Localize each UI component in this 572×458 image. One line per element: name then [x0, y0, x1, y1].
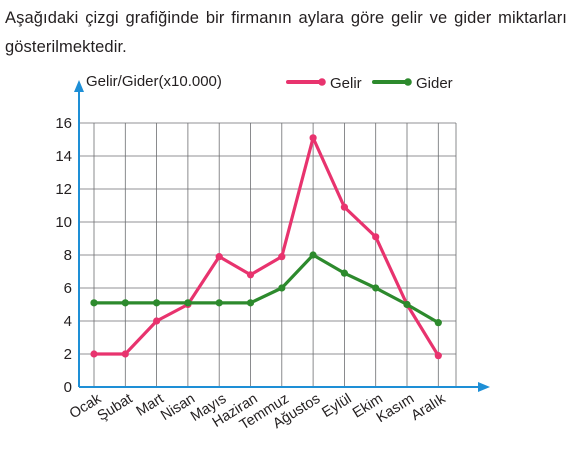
data-point-gider	[309, 251, 317, 259]
data-point-gider	[246, 299, 255, 307]
y-tick-label: 6	[64, 280, 72, 297]
data-point-gelir	[309, 134, 317, 142]
y-tick-label: 8	[64, 247, 72, 264]
legend: Gelir Gider	[286, 75, 453, 92]
data-point-gider	[340, 269, 348, 277]
y-tick-label: 2	[64, 346, 72, 363]
data-point-gider	[278, 284, 286, 292]
y-tick-labels: 0 2 4 6 8 10 12 14 16	[55, 115, 72, 396]
data-point-gider	[403, 300, 411, 309]
y-axis-label: Gelir/Gider(x10.000)	[86, 73, 222, 90]
grid	[79, 122, 457, 387]
x-tick-label: Eylül	[319, 391, 354, 421]
y-axis-arrow	[74, 80, 84, 92]
data-point-gelir	[372, 233, 380, 241]
y-tick-label: 14	[55, 148, 72, 165]
legend-marker-gider	[404, 78, 412, 86]
y-tick-label: 12	[55, 181, 72, 198]
y-tick-label: 10	[55, 214, 72, 231]
legend-label-gelir: Gelir	[330, 75, 362, 92]
data-point-gelir	[246, 271, 255, 279]
data-point-gider	[372, 284, 380, 292]
question-intro-text: Aşağıdaki çizgi grafiğinde bir firmanın …	[5, 9, 567, 56]
data-point-gelir	[434, 352, 442, 360]
data-point-gider	[90, 299, 98, 307]
y-tick-label: 4	[64, 313, 72, 330]
data-point-gelir	[278, 253, 286, 261]
data-point-gider	[215, 299, 223, 307]
legend-label-gider: Gider	[416, 75, 453, 92]
data-point-gider	[434, 319, 442, 327]
data-point-gelir	[153, 317, 161, 325]
y-tick-label: 0	[64, 379, 72, 396]
axes	[74, 80, 490, 392]
series-lines	[90, 134, 442, 360]
data-point-gelir	[121, 350, 129, 358]
data-point-gelir	[340, 203, 348, 211]
x-axis-arrow	[478, 382, 490, 392]
data-point-gider	[121, 299, 129, 307]
series-line-gelir	[92, 136, 440, 358]
data-point-gelir	[215, 253, 223, 261]
legend-marker-gelir	[318, 78, 326, 86]
x-tick-labels: OcakŞubatMartNisanMayısHaziranTemmuzAğus…	[67, 390, 449, 433]
x-tick-label: Şubat	[95, 391, 136, 425]
y-tick-label: 16	[55, 115, 72, 132]
data-point-gider	[153, 299, 161, 307]
data-point-gelir	[90, 350, 98, 358]
series-line-gider	[92, 253, 440, 325]
x-tick-label: Aralık	[408, 390, 449, 424]
data-point-gider	[184, 299, 192, 307]
